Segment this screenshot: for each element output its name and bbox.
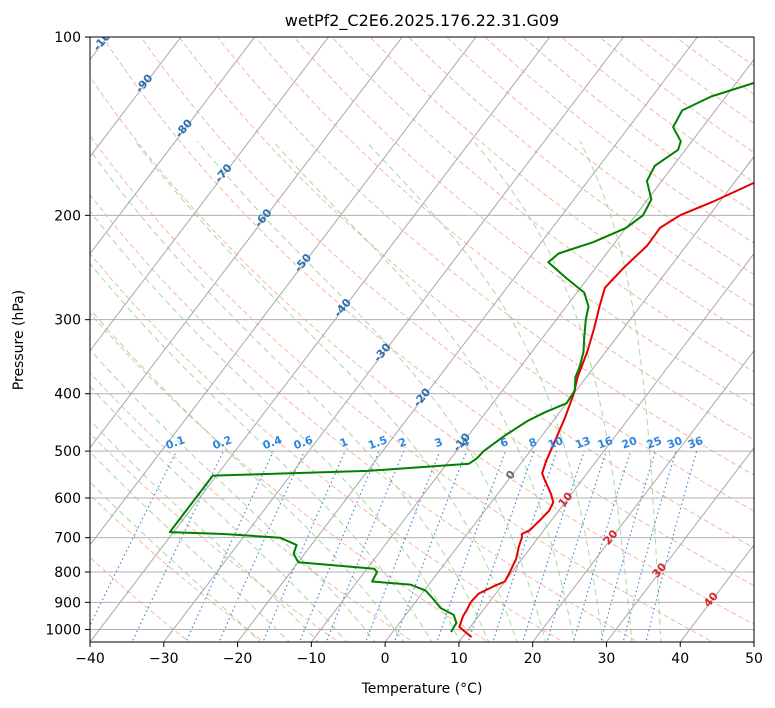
mixing-ratio-line [218, 450, 305, 642]
mixing-ratio-line [185, 450, 275, 642]
isotherm-line [90, 37, 256, 255]
isotherm-line [310, 58, 754, 642]
mixing-ratio-label: 13 [574, 434, 593, 451]
y-tick-label: 200 [54, 208, 81, 224]
dewpoint-profile-line [168, 81, 754, 633]
isotherm-gridlines [90, 37, 754, 642]
moist-adiabat [134, 140, 518, 642]
isotherm-line [90, 37, 329, 352]
mixing-ratio-label: 10 [546, 434, 565, 452]
mixing-ratio-line [599, 450, 656, 642]
moist-adiabat [90, 385, 348, 642]
y-tick-label: 600 [54, 491, 81, 507]
isotherm-line [532, 349, 754, 642]
x-tick-label: 40 [671, 651, 689, 667]
mixing-ratio-label: 25 [645, 434, 664, 451]
y-tick-label: 100 [54, 30, 81, 46]
mixing-ratio-label: 4 [460, 435, 472, 450]
mixing-ratio-label: 1.5 [366, 433, 389, 452]
mixing-ratio-label: 0.4 [261, 433, 284, 452]
moist-adiabat [90, 262, 433, 642]
profile-series [168, 81, 754, 638]
dry-adiabat [140, 37, 754, 549]
x-axis-label: Temperature (°C) [361, 681, 483, 697]
y-tick-label: 400 [54, 387, 81, 403]
isotherm-line [90, 37, 182, 158]
isotherm-line [384, 155, 754, 642]
moist-adiabat [90, 481, 262, 642]
mixing-ratio-label: 20 [620, 434, 639, 452]
moist-adiabat [473, 140, 633, 642]
dry-adiabat [254, 37, 754, 441]
mixing-ratio-line [436, 450, 507, 642]
isotherm-line [90, 37, 477, 546]
moist-adiabat [272, 140, 575, 642]
plot-frame [89, 36, 755, 643]
x-tick-label: 0 [381, 651, 390, 667]
moist-adiabat [365, 140, 604, 642]
x-axis: −40 −30 −20 −10 0 10 20 30 40 50 [75, 642, 763, 667]
mixing-ratio-line [572, 450, 632, 642]
dry-adiabat [407, 37, 754, 307]
mixing-ratio-label: 6 [498, 435, 510, 450]
mixing-ratio-label: 30 [665, 434, 684, 452]
isotherm-line [163, 37, 624, 642]
x-tick-label: −40 [75, 651, 105, 667]
dry-adiabat [216, 37, 754, 476]
moist-adiabat [90, 149, 490, 642]
x-tick-label: 50 [745, 651, 763, 667]
y-tick-label: 500 [54, 444, 81, 460]
y-axis-label: Pressure (hPa) [11, 290, 27, 390]
isotherm-line [237, 37, 698, 642]
moist-adiabat [90, 348, 376, 642]
isotherm-line [90, 37, 551, 642]
y-tick-label: 300 [54, 313, 81, 329]
mixing-ratio-line [90, 450, 178, 627]
moist-adiabat [579, 141, 662, 642]
y-axis: 1000 900 800 700 600 500 400 300 200 100 [45, 30, 90, 638]
y-tick-label: 1000 [45, 622, 81, 638]
y-tick-label: 700 [54, 531, 81, 547]
moist-adiabat [90, 308, 405, 642]
mixing-ratio-label: 0.6 [292, 433, 315, 452]
mixing-ratio-label: 3 [433, 435, 445, 450]
mixing-ratio-label: 36 [686, 434, 705, 452]
chart-title: wetPf2_C2E6.2025.176.22.31.G09 [285, 11, 559, 31]
mixing-ratio-label: 2 [397, 435, 409, 450]
x-tick-label: −10 [297, 651, 327, 667]
mixing-ratio-label: 0.2 [211, 433, 234, 452]
x-tick-label: 30 [598, 651, 616, 667]
dry-adiabat [90, 134, 714, 642]
y-tick-label: 900 [54, 595, 81, 611]
mixing-ratio-label: 16 [596, 434, 615, 452]
mixing-ratio-label: 1 [338, 435, 350, 450]
x-tick-label: −30 [149, 651, 179, 667]
mixing-ratio-line [622, 450, 677, 642]
moist-adiabat [90, 419, 319, 642]
isotherm-line [606, 447, 754, 642]
temperature-profile-line [458, 181, 754, 638]
isobar-gridlines [90, 37, 754, 630]
x-tick-label: 20 [524, 651, 542, 667]
isotherm-line [458, 252, 754, 642]
moist-adiabat [90, 451, 291, 642]
mixing-ratio-line [546, 450, 607, 642]
dry-adiabat [102, 37, 754, 587]
mixing-ratio-line [467, 450, 535, 642]
mixing-ratio-label: 8 [527, 435, 539, 450]
y-tick-label: 800 [54, 565, 81, 581]
moist-adiabat [197, 140, 547, 642]
mixing-ratio-label: 0.1 [164, 433, 187, 452]
moist-adiabat [90, 210, 461, 642]
x-tick-label: 10 [450, 651, 468, 667]
isotherm-line [90, 37, 403, 449]
x-tick-label: −20 [223, 651, 253, 667]
